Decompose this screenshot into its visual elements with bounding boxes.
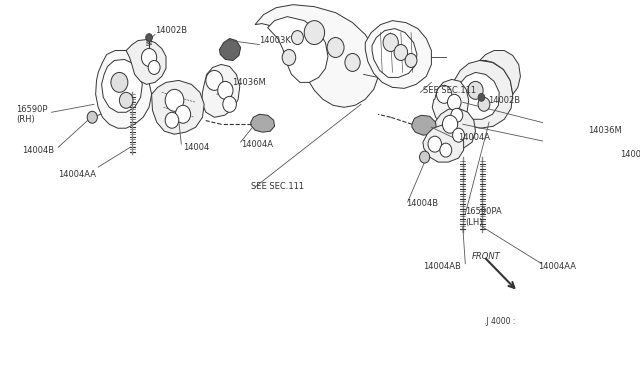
Polygon shape	[268, 17, 328, 82]
Polygon shape	[95, 51, 152, 128]
Text: 14036M: 14036M	[232, 78, 266, 87]
Polygon shape	[423, 125, 463, 162]
Circle shape	[111, 73, 128, 92]
Circle shape	[436, 86, 452, 103]
Polygon shape	[126, 39, 166, 84]
Circle shape	[405, 54, 417, 67]
Circle shape	[394, 45, 408, 61]
Circle shape	[141, 48, 157, 67]
Circle shape	[165, 112, 179, 128]
Circle shape	[383, 33, 398, 51]
Circle shape	[291, 31, 303, 45]
Polygon shape	[251, 114, 275, 132]
Text: 14002B: 14002B	[488, 96, 520, 105]
Circle shape	[218, 81, 233, 99]
Circle shape	[146, 33, 152, 42]
Polygon shape	[365, 20, 431, 89]
Circle shape	[451, 108, 463, 122]
Text: 14036M: 14036M	[588, 126, 622, 135]
Polygon shape	[449, 61, 513, 128]
Circle shape	[165, 89, 184, 111]
Text: 14004B: 14004B	[22, 145, 54, 155]
Text: 16590P
(RH): 16590P (RH)	[16, 105, 47, 124]
Circle shape	[428, 136, 442, 152]
Polygon shape	[152, 80, 204, 134]
Polygon shape	[102, 60, 142, 112]
Text: 14004AA: 14004AA	[538, 262, 576, 271]
Text: 16590PA
(LH): 16590PA (LH)	[465, 207, 502, 227]
Circle shape	[420, 151, 429, 163]
Circle shape	[478, 97, 490, 111]
Circle shape	[345, 54, 360, 71]
Text: .J 4000 :: .J 4000 :	[484, 317, 515, 326]
Text: FRONT: FRONT	[472, 252, 501, 261]
Polygon shape	[432, 79, 468, 124]
Polygon shape	[220, 39, 241, 61]
Circle shape	[447, 94, 461, 110]
Circle shape	[440, 143, 452, 157]
Circle shape	[478, 93, 485, 101]
Polygon shape	[412, 115, 436, 135]
Polygon shape	[480, 51, 520, 94]
Text: 14004AA: 14004AA	[58, 170, 97, 179]
Circle shape	[327, 38, 344, 58]
Text: 14004A: 14004A	[241, 140, 273, 149]
Circle shape	[148, 61, 160, 74]
Text: 14004AB: 14004AB	[423, 262, 461, 271]
Text: 14003K: 14003K	[259, 36, 291, 45]
Circle shape	[87, 111, 97, 123]
Text: SEE SEC.111: SEE SEC.111	[251, 183, 304, 192]
Circle shape	[206, 70, 223, 90]
Text: 14004B: 14004B	[406, 199, 438, 208]
Polygon shape	[202, 64, 240, 117]
Text: 14002B: 14002B	[155, 26, 187, 35]
Circle shape	[304, 20, 324, 45]
Text: 14004: 14004	[183, 142, 209, 152]
Text: SEE SEC.111: SEE SEC.111	[423, 86, 476, 95]
Circle shape	[468, 81, 483, 99]
Polygon shape	[432, 108, 476, 150]
Polygon shape	[456, 73, 499, 119]
Circle shape	[120, 92, 133, 108]
Text: 14002: 14002	[620, 150, 640, 158]
Circle shape	[223, 96, 236, 112]
Circle shape	[442, 115, 458, 133]
Circle shape	[452, 128, 465, 142]
Polygon shape	[255, 5, 378, 107]
Text: 14004A: 14004A	[458, 133, 490, 142]
Circle shape	[282, 49, 296, 65]
Circle shape	[175, 105, 191, 123]
Polygon shape	[372, 29, 417, 77]
